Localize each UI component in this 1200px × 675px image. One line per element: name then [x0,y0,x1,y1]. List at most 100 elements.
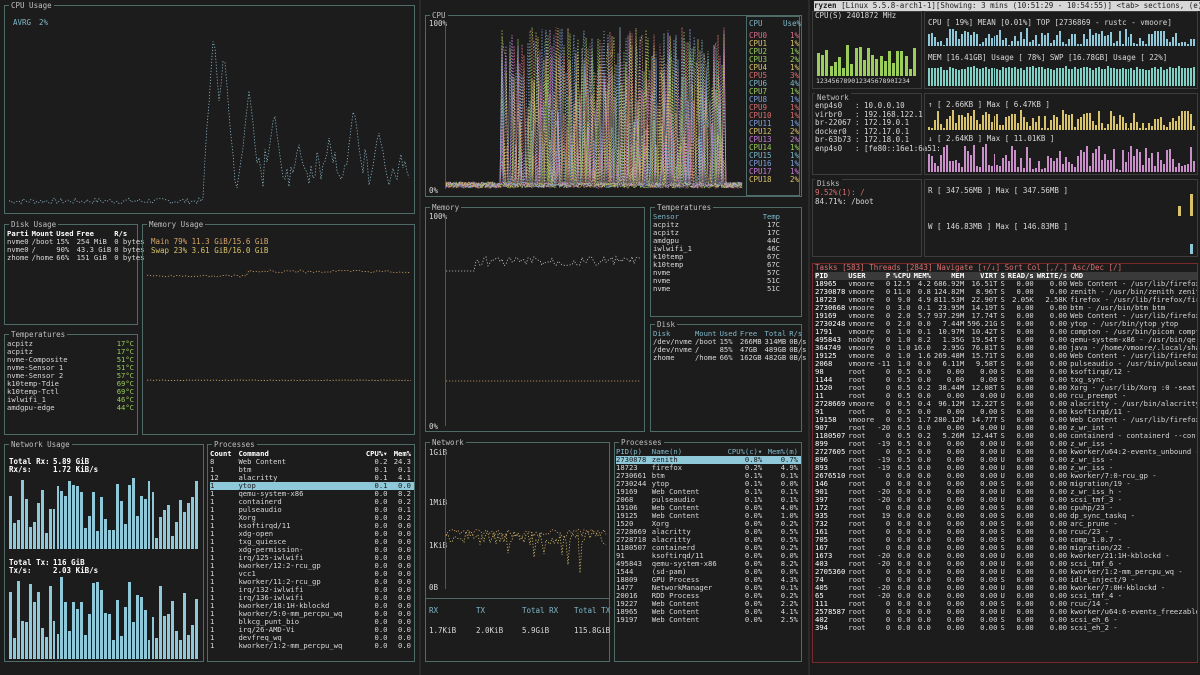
task-row[interactable]: 364749 vmoore 0 1.0 16.0 2.95G 76.81T S 0.00 0.00… [815,344,1197,352]
task-row[interactable]: 11 root 0 0.5 0.0 0.00 0.00 U 0.00 0.00 rcu_preemp… [815,392,1197,400]
task-row[interactable]: 405 root -20 0.0 0.0 0.00 0.00 U 0.00 0.00 kworker… [815,584,1197,592]
process-row[interactable]: 19169 Web Content 0.1% 0.1% [616,488,801,496]
process-row[interactable]: 1 pulseaudio 0.0 0.1 [210,506,414,514]
task-row[interactable]: 907 root -20 0.5 0.0 0.00 0.00 U 0.00 0.00 z_wr_in… [815,424,1197,432]
column-header[interactable]: Name(n) [651,447,683,456]
process-row[interactable]: 18723 firefox 0.2% 4.9% [616,464,801,472]
table-row[interactable]: nvme0/boot 15% 254 MiB 0 bytes [7,238,148,246]
process-row[interactable]: 1 blkcg_punt_bio 0.0 0.0 [210,618,414,626]
table-row[interactable]: nvme 51C [653,285,783,293]
process-row[interactable]: 2730878 zenith 0.8% 0.7% [616,456,801,464]
process-row[interactable]: 19125 Web Content 0.0% 1.0% [616,512,801,520]
table-row[interactable]: k10temp-Tctl 69°C [7,388,137,396]
interface-row[interactable]: enp4s0: 10.0.0.10 [815,101,941,111]
column-header[interactable]: MEM [933,272,968,280]
process-row[interactable]: 2728669 alacritty 0.0% 0.5% [616,528,801,536]
cpu-core-row[interactable]: CPU11 1% [749,120,799,128]
process-row[interactable]: 18965 Web Content 0.0% 4.1% [616,608,801,616]
process-row[interactable]: 1 containerd 0.0 0.2 [210,498,414,506]
column-header[interactable]: WRITE/s [1036,272,1071,280]
process-row[interactable]: 1 vcc1 0.0 0.0 [210,570,414,578]
process-row[interactable]: 1 irq/26-AMD-Vi 0.0 0.0 [210,626,414,634]
column-header[interactable]: Parti [7,229,29,238]
task-row[interactable]: 2705360 root 0 0.0 0.0 0.00 0.00 U 0.00 0.00 kwork… [815,568,1197,576]
table-row[interactable]: /dev/nvme/85% 47GB 489GB 0B/s [653,346,810,354]
column-header[interactable]: Disk [653,329,671,338]
table-row[interactable]: k10temp 67C [653,261,783,269]
process-row[interactable]: 1 irq/136-iwlwifi 0.0 0.0 [210,594,414,602]
task-row[interactable]: 1180507 root 0 0.5 0.2 5.26M 12.44T S 0.00 0.00 co… [815,432,1197,440]
interface-row[interactable]: docker0: 172.17.0.1 [815,127,941,137]
table-row[interactable]: iwlwifi_1 46°C [7,396,137,404]
task-row[interactable]: 935 root 19 0.0 0.0 0.00 0.00 S 0.00 0.00 dp_sync_… [815,512,1197,520]
table-row[interactable]: amdgpu 44C [653,237,783,245]
process-row[interactable]: 1477 NetworkManager 0.0% 0.1% [616,584,801,592]
process-row[interactable]: 18809 GPU Process 0.0% 4.3% [616,576,801,584]
task-row[interactable]: 2068 vmoore -11 1.0 0.0 6.11M 9.58T S 0.00 0.00 pu… [815,360,1197,368]
column-header[interactable]: Mem%(m) [767,447,798,456]
process-row[interactable]: 1 kworker/5:0-mm_percpu_wq 0.0 0.0 [210,610,414,618]
process-row[interactable]: 12 alacritty 0.1 4.1 [210,474,414,482]
task-row[interactable]: 397 root -20 0.0 0.0 0.00 0.00 U 0.00 0.00 scsi_tm… [815,496,1197,504]
table-row[interactable]: acpitz 17°C [7,340,137,348]
column-header[interactable]: Count [210,449,232,458]
task-row[interactable]: 91 root 0 0.5 0.0 0.00 0.00 S 0.00 0.00 ksoftirqd/… [815,408,1197,416]
process-row[interactable]: 91 ksoftirqd/11 0.0% 0.0% [616,552,801,560]
task-row[interactable]: 896 root -19 0.5 0.0 0.00 0.00 U 0.00 0.00 z_wr_is… [815,456,1197,464]
column-header[interactable]: CPU%(c)▾ [727,447,763,456]
task-row[interactable]: 1791 vmoore 0 1.0 0.1 10.97M 10.42T S 0.00 0.00 co… [815,328,1197,336]
task-row[interactable]: 1520 root 0 0.5 0.2 38.44M 12.08T S 0.00 0.00 Xorg… [815,384,1197,392]
column-header[interactable]: %CPU [893,272,914,280]
column-header[interactable]: Free [739,329,758,338]
task-row[interactable]: 98 root 0 0.5 0.0 0.00 0.00 S 0.00 0.00 ksoftirqd/… [815,368,1197,376]
task-row[interactable]: 2730668 vmoore 0 3.0 0.1 23.95M 14.19T S 0.00 0.0… [815,304,1197,312]
process-row[interactable]: 20016 RDD Process 0.0% 0.2% [616,592,801,600]
task-row[interactable]: 18723 vmoore 0 9.0 4.9 811.53M 22.90T S 2.05K 2.5… [815,296,1197,304]
interface-row[interactable]: enp4s0: [fe80::16e1:6a51: [815,144,941,154]
column-header[interactable]: PID(p) [616,447,642,456]
task-row[interactable]: 1673 root -20 0.0 0.0 0.00 0.00 U 0.00 0.00 kworke… [815,552,1197,560]
table-row[interactable]: nvme-Sensor 2 57°C [7,372,137,380]
cpu-core-row[interactable]: CPU1 1% [749,40,799,48]
column-header[interactable]: Mem% [393,449,411,458]
task-row[interactable]: 65 root -20 0.0 0.0 0.00 0.00 U 0.00 0.00 scsi_tmf… [815,592,1197,600]
column-header[interactable]: S [1000,272,1008,280]
process-row[interactable]: 1 btm 0.1 0.1 [210,466,414,474]
task-row[interactable]: 19169 vmoore 0 2.0 5.7 937.29M 17.74T S 0.00 0.00… [815,312,1197,320]
column-header[interactable]: Sensor [653,212,679,221]
process-row[interactable]: 1 ksoftirqd/11 0.0 0.0 [210,522,414,530]
process-row[interactable]: 1 xdg-open 0.0 0.0 [210,530,414,538]
cpu-core-row[interactable]: CPU5 3% [749,72,799,80]
table-row[interactable]: /dev/nvme/boot 15% 266MB 314MB 0B/s [653,338,810,346]
task-row[interactable]: 2676510 root 0 0.0 0.0 0.00 0.00 U 0.00 0.00 kwork… [815,472,1197,480]
task-row[interactable]: 2728669 vmoore 0 0.5 0.4 96.12M 12.22T S 0.00 0.0… [815,400,1197,408]
cpu-core-row[interactable]: CPU2 1% [749,48,799,56]
process-row[interactable]: 1 txg_quiesce 0.0 0.0 [210,538,414,546]
table-row[interactable]: amdgpu-edge 44°C [7,404,137,412]
cpu-core-row[interactable]: CPU14 1% [749,144,799,152]
process-row[interactable]: 1 irq/132-iwlwifi 0.0 0.0 [210,586,414,594]
task-row[interactable]: 161 root 0 0.0 0.0 0.00 0.00 S 0.00 0.00 rcuc/23 - [815,528,1197,536]
process-row[interactable]: 1 kworker/11:2-rcu_gp 0.0 0.0 [210,578,414,586]
process-row[interactable]: 1 qemu-system-x86 0.0 8.2 [210,490,414,498]
process-row[interactable]: 1 kworker/12:2-rcu_gp 0.0 0.0 [210,562,414,570]
interface-row[interactable]: br-63b73: 172.18.0.1 [815,135,941,145]
column-header[interactable]: PID [815,272,849,280]
column-header[interactable]: P [877,272,894,280]
task-row[interactable]: 2730248 vmoore 0 2.0 0.0 7.44M 596.21G S 0.00 0.0… [815,320,1197,328]
disk-root[interactable]: 9.52%(1): / [815,188,865,197]
process-row[interactable]: 495843 qemu-system-x86 0.0% 8.2% [616,560,801,568]
task-row[interactable]: 901 root -20 0.0 0.0 0.00 0.00 U 0.00 0.00 z_wr_is… [815,488,1197,496]
task-row[interactable]: 495843 nobody 0 1.0 8.2 1.35G 19.54T S 0.00 0.00 q… [815,336,1197,344]
task-row[interactable]: 18965 vmoore 0 12.5 4.2 686.92M 16.51T S 0.00 0.0… [815,280,1197,288]
column-header[interactable]: VIRT [967,272,1001,280]
task-row[interactable]: 2727605 root 0 0.5 0.0 0.00 0.00 U 0.00 0.00 kwork… [815,448,1197,456]
interface-row[interactable]: virbr0: 192.168.122.1 [815,110,941,120]
process-row[interactable]: 1544 (sd-pam) 0.0% 0.0% [616,568,801,576]
cpu-core-row[interactable]: CPU13 2% [749,136,799,144]
task-row[interactable]: 146 root 0 0.0 0.0 0.00 0.00 S 0.00 0.00 migration… [815,480,1197,488]
process-row[interactable]: 1 kworker/18:1H-kblockd 0.0 0.0 [210,602,414,610]
table-row[interactable]: iwlwifi_1 46C [653,245,783,253]
interface-row[interactable]: br-22067: 172.19.0.1 [815,118,941,128]
column-header[interactable]: USER [848,272,878,280]
